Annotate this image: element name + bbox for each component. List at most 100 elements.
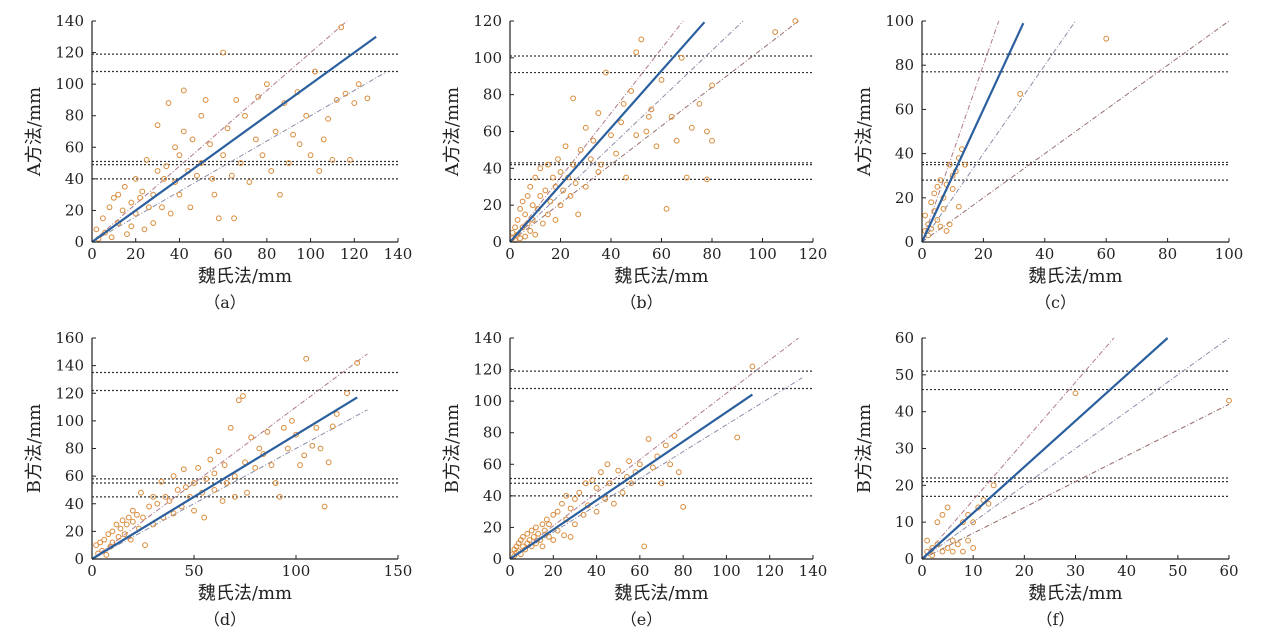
data-point bbox=[93, 226, 100, 233]
data-point bbox=[937, 223, 944, 230]
y-tick-label: 100 bbox=[55, 412, 84, 430]
data-point bbox=[734, 434, 741, 441]
band-line bbox=[91, 71, 388, 243]
data-point bbox=[544, 161, 551, 168]
data-point bbox=[194, 172, 200, 179]
data-point bbox=[944, 545, 951, 551]
data-point bbox=[940, 205, 947, 212]
chart-panel-f: 0 10 20 30 40 50 60 0 10 20 30 40 50 60 魏氏法/mm B方法/mm （f… bbox=[854, 329, 1239, 629]
data-point bbox=[555, 156, 561, 163]
y-axis-label: B方法/mm bbox=[854, 404, 875, 493]
y-tick-label: 60 bbox=[65, 467, 84, 485]
x-tick-label: 20 bbox=[974, 245, 993, 263]
data-point bbox=[121, 531, 128, 538]
data-point bbox=[165, 100, 172, 106]
data-point bbox=[329, 423, 336, 430]
y-tick-label: 40 bbox=[65, 170, 84, 188]
data-point bbox=[532, 174, 539, 181]
data-point bbox=[101, 536, 108, 543]
data-point bbox=[593, 485, 600, 491]
data-point bbox=[662, 442, 669, 449]
x-tick-label: 100 bbox=[748, 245, 777, 263]
data-point bbox=[922, 212, 928, 219]
data-point bbox=[949, 548, 956, 555]
data-point bbox=[235, 397, 242, 404]
data-point bbox=[792, 18, 799, 24]
fit-line bbox=[509, 393, 754, 560]
x-tick-label: 50 bbox=[1168, 562, 1187, 580]
data-point bbox=[598, 469, 604, 476]
data-point bbox=[252, 464, 259, 471]
data-point bbox=[297, 462, 303, 468]
data-point bbox=[174, 487, 181, 493]
data-point bbox=[934, 519, 941, 526]
data-point bbox=[209, 175, 216, 182]
y-axis-label: A方法/mm bbox=[442, 87, 463, 177]
data-point bbox=[537, 193, 544, 199]
data-point bbox=[570, 161, 577, 168]
data-point bbox=[170, 473, 177, 480]
x-tick-label: 60 bbox=[1097, 245, 1116, 263]
data-point bbox=[1017, 91, 1024, 97]
band-line bbox=[91, 353, 368, 560]
data-point bbox=[528, 527, 535, 534]
data-point bbox=[512, 224, 518, 231]
x-tick-label: 40 bbox=[1035, 245, 1054, 263]
data-point bbox=[307, 152, 314, 159]
y-tick-label: 20 bbox=[895, 476, 914, 494]
data-point bbox=[137, 194, 143, 201]
y-tick-label: 20 bbox=[483, 196, 502, 214]
x-tick-label: 100 bbox=[1215, 245, 1244, 263]
data-point bbox=[683, 174, 690, 181]
panel-caption: （f） bbox=[1037, 610, 1075, 629]
data-point bbox=[115, 220, 122, 226]
panel-caption: （b） bbox=[620, 293, 662, 312]
data-point bbox=[125, 514, 132, 521]
y-tick-label: 80 bbox=[65, 107, 84, 125]
data-point bbox=[962, 161, 968, 168]
x-tick-label: 0 bbox=[917, 245, 927, 263]
data-point bbox=[552, 217, 559, 223]
data-point bbox=[636, 461, 643, 468]
data-point bbox=[289, 417, 295, 424]
band-line bbox=[921, 20, 1076, 243]
data-point bbox=[138, 489, 144, 496]
band-line bbox=[921, 20, 1000, 243]
data-point bbox=[237, 160, 244, 166]
y-tick-label: 60 bbox=[895, 100, 914, 118]
data-point bbox=[119, 517, 126, 524]
data-point bbox=[587, 156, 594, 163]
data-point bbox=[338, 24, 345, 31]
data-point bbox=[520, 534, 526, 540]
data-point bbox=[202, 97, 209, 103]
data-point bbox=[139, 188, 146, 195]
data-point bbox=[530, 534, 537, 540]
y-tick-label: 20 bbox=[895, 189, 914, 207]
data-point bbox=[248, 434, 255, 441]
data-point bbox=[117, 525, 124, 532]
data-point bbox=[115, 191, 122, 198]
data-point bbox=[342, 90, 349, 97]
chart-panel-a: 0 20 40 60 80 100 120 140 0 20 40 60 80 100 120 140 魏氏法/… bbox=[24, 12, 412, 312]
data-point bbox=[598, 161, 604, 168]
data-point bbox=[276, 493, 283, 500]
panel-caption: （e） bbox=[621, 610, 662, 629]
band-line bbox=[509, 20, 684, 243]
y-tick-label: 80 bbox=[65, 440, 84, 458]
band-line bbox=[91, 20, 348, 243]
data-point bbox=[191, 480, 197, 486]
data-point bbox=[316, 168, 323, 174]
data-point bbox=[268, 462, 275, 468]
band-line bbox=[921, 20, 1230, 243]
data-point bbox=[224, 125, 231, 132]
data-point bbox=[949, 186, 956, 192]
data-point bbox=[264, 429, 271, 435]
data-point bbox=[590, 137, 597, 144]
data-point bbox=[575, 211, 582, 218]
data-point bbox=[325, 459, 332, 466]
data-point bbox=[176, 191, 183, 198]
x-tick-label: 30 bbox=[1066, 562, 1085, 580]
data-point bbox=[946, 221, 953, 228]
data-point bbox=[539, 543, 546, 550]
